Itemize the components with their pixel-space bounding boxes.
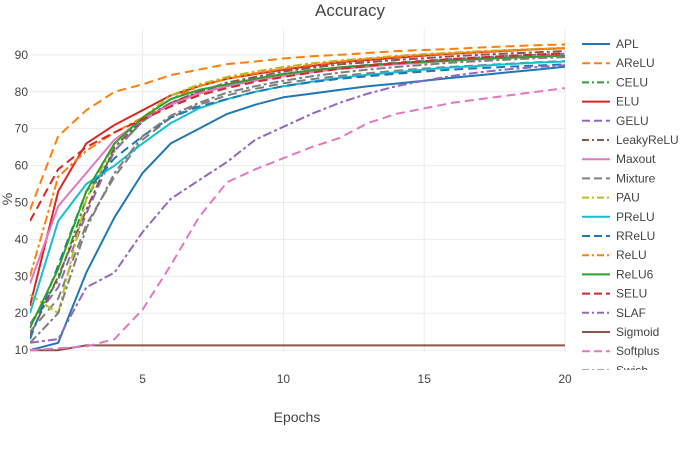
series-line-slaf [30, 64, 565, 344]
legend-item-selu[interactable]: SELU [582, 287, 647, 301]
legend-item-gelu[interactable]: GELU [582, 114, 649, 128]
series-line-selu [30, 52, 565, 222]
legend-item-rrelu[interactable]: RReLU [582, 229, 655, 243]
y-tick-label: 50 [15, 195, 29, 209]
legend-label: ReLU6 [616, 267, 654, 281]
legend-label: RReLU [616, 229, 655, 243]
series-line-arelu [30, 43, 565, 211]
y-tick-label: 70 [15, 122, 29, 136]
series-line-leakyrelu [30, 50, 565, 336]
legend-label: PAU [616, 191, 640, 205]
x-axis-title: Epochs [274, 409, 321, 425]
legend-item-maxout[interactable]: Maxout [582, 152, 656, 166]
legend-label: Swish [616, 363, 648, 377]
legend-item-relu6[interactable]: ReLU6 [582, 267, 654, 281]
legend-label: GELU [616, 114, 649, 128]
y-tick-label: 30 [15, 269, 29, 283]
legend-label: PReLU [616, 210, 655, 224]
legend-item-elu[interactable]: ELU [582, 95, 639, 109]
legend-label: Sigmoid [616, 325, 659, 339]
y-tick-label: 10 [15, 343, 29, 357]
legend-item-leakyrelu[interactable]: LeakyReLU [582, 133, 679, 147]
legend-item-slaf[interactable]: SLAF [582, 306, 646, 320]
series-line-mixture [30, 60, 565, 333]
series-line-elu [30, 47, 565, 307]
legend-item-swish[interactable]: Swish [582, 363, 648, 377]
legend-label: Softplus [616, 344, 659, 358]
legend-item-relu[interactable]: ReLU [582, 248, 647, 262]
legend-item-sigmoid[interactable]: Sigmoid [582, 325, 659, 339]
legend-item-arelu[interactable]: AReLU [582, 56, 655, 70]
legend[interactable]: APL AReLU CELU ELU GELU LeakyReLU Maxout Mixtur… [582, 37, 679, 377]
legend-label: CELU [616, 75, 648, 89]
y-tick-label: 40 [15, 232, 29, 246]
series-line-relu6 [30, 54, 565, 329]
legend-label: Maxout [616, 152, 656, 166]
series-line-sigmoid [30, 344, 565, 352]
legend-item-prelu[interactable]: PReLU [582, 210, 655, 224]
legend-item-mixture[interactable]: Mixture [582, 171, 656, 185]
legend-label: AReLU [616, 56, 655, 70]
gridlines [30, 29, 566, 352]
y-tick-label: 90 [15, 48, 29, 62]
x-tick-label: 20 [558, 372, 572, 386]
y-axis-title: % [0, 193, 15, 205]
legend-item-softplus[interactable]: Softplus [582, 344, 659, 358]
chart-title: Accuracy [315, 1, 385, 20]
legend-label: APL [616, 37, 639, 51]
series-line-rrelu [30, 63, 565, 340]
legend-label: LeakyReLU [616, 133, 679, 147]
legend-label: Mixture [616, 171, 656, 185]
x-axis-ticks: 5 10 15 20 [139, 372, 572, 386]
y-tick-label: 80 [15, 85, 29, 99]
legend-label: SELU [616, 287, 647, 301]
x-tick-label: 5 [139, 372, 146, 386]
series-line-swish [30, 56, 565, 344]
legend-item-celu[interactable]: CELU [582, 75, 648, 89]
x-tick-label: 15 [418, 372, 432, 386]
x-tick-label: 10 [277, 372, 291, 386]
legend-label: SLAF [616, 306, 646, 320]
series-line-softplus [30, 87, 565, 352]
legend-item-apl[interactable]: APL [582, 37, 639, 51]
y-tick-label: 60 [15, 159, 29, 173]
series-lines [30, 43, 565, 352]
legend-item-pau[interactable]: PAU [582, 191, 640, 205]
series-line-apl [30, 65, 565, 352]
y-tick-label: 20 [15, 306, 29, 320]
series-line-prelu [30, 60, 565, 314]
legend-label: ReLU [616, 248, 647, 262]
y-axis-ticks: 10 20 30 40 50 60 70 80 90 [15, 48, 29, 357]
legend-label: ELU [616, 95, 639, 109]
